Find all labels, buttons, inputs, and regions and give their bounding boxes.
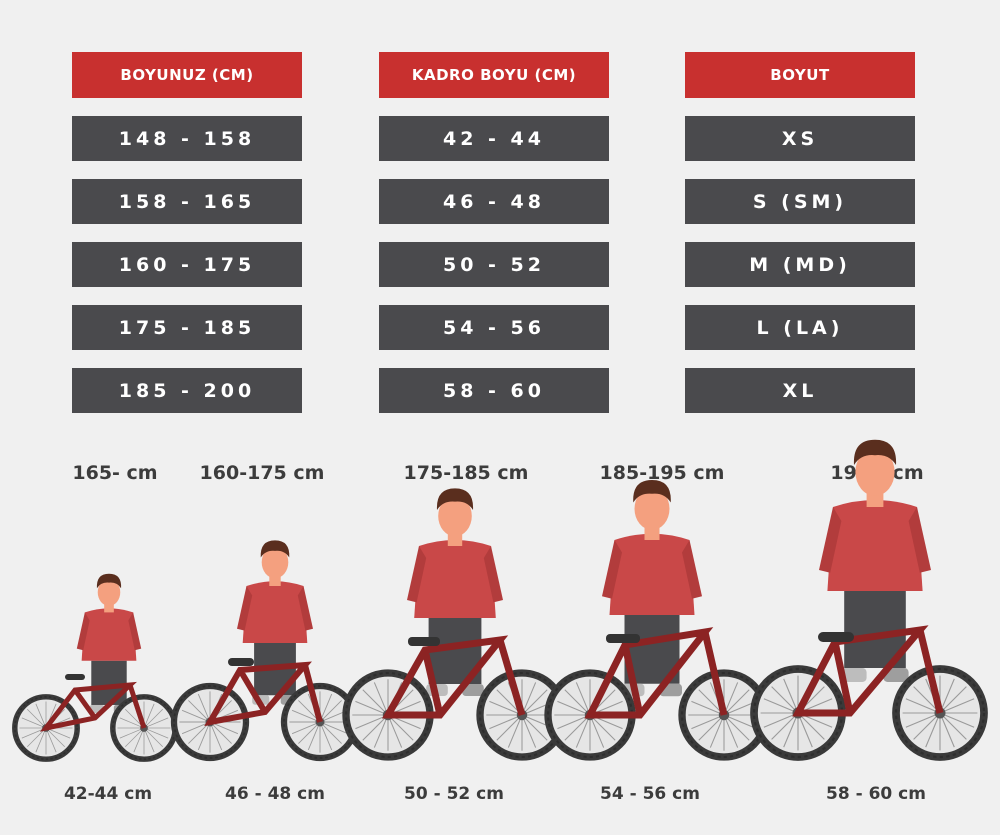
frame-cell: 42 - 44 <box>379 116 609 161</box>
size-column: BOYUT XS S (SM) M (MD) L (LA) XL <box>685 52 915 413</box>
height-label: 175-185 cm <box>403 462 529 484</box>
size-cell: XS <box>685 116 915 161</box>
size-cell: S (SM) <box>685 179 915 224</box>
frame-size-label: 50 - 52 cm <box>404 784 504 804</box>
frame-column: KADRO BOYU (CM) 42 - 44 46 - 48 50 - 52 … <box>379 52 609 413</box>
height-cell: 148 - 158 <box>72 116 302 161</box>
frame-size-label: 42-44 cm <box>63 784 153 804</box>
frame-cell: 46 - 48 <box>379 179 609 224</box>
frame-column-header: KADRO BOYU (CM) <box>379 52 609 98</box>
bike <box>15 674 175 759</box>
frame-cell: 54 - 56 <box>379 305 609 350</box>
rider-figure <box>407 488 503 696</box>
height-label: 185-195 cm <box>599 462 725 484</box>
size-cell: L (LA) <box>685 305 915 350</box>
height-cell: 185 - 200 <box>72 368 302 413</box>
frame-cell: 50 - 52 <box>379 242 609 287</box>
size-cell: M (MD) <box>685 242 915 287</box>
bike <box>174 658 356 758</box>
bike <box>754 625 984 757</box>
height-column: BOYUNUZ (CM) 148 - 158 158 - 165 160 - 1… <box>72 52 302 413</box>
height-label: 160-175 cm <box>199 462 325 484</box>
height-column-header: BOYUNUZ (CM) <box>72 52 302 98</box>
height-cell: 175 - 185 <box>72 305 302 350</box>
height-cell: 160 - 175 <box>72 242 302 287</box>
height-label: 165- cm <box>72 462 158 484</box>
size-column-header: BOYUT <box>685 52 915 98</box>
frame-size-label: 54 - 56 cm <box>600 784 700 804</box>
bike <box>346 635 564 757</box>
frame-cell: 58 - 60 <box>379 368 609 413</box>
frame-size-label: 46 - 48 cm <box>225 784 325 804</box>
size-cell: XL <box>685 368 915 413</box>
height-cell: 158 - 165 <box>72 179 302 224</box>
bike <box>548 627 766 757</box>
frame-size-label: 58 - 60 cm <box>826 784 926 804</box>
